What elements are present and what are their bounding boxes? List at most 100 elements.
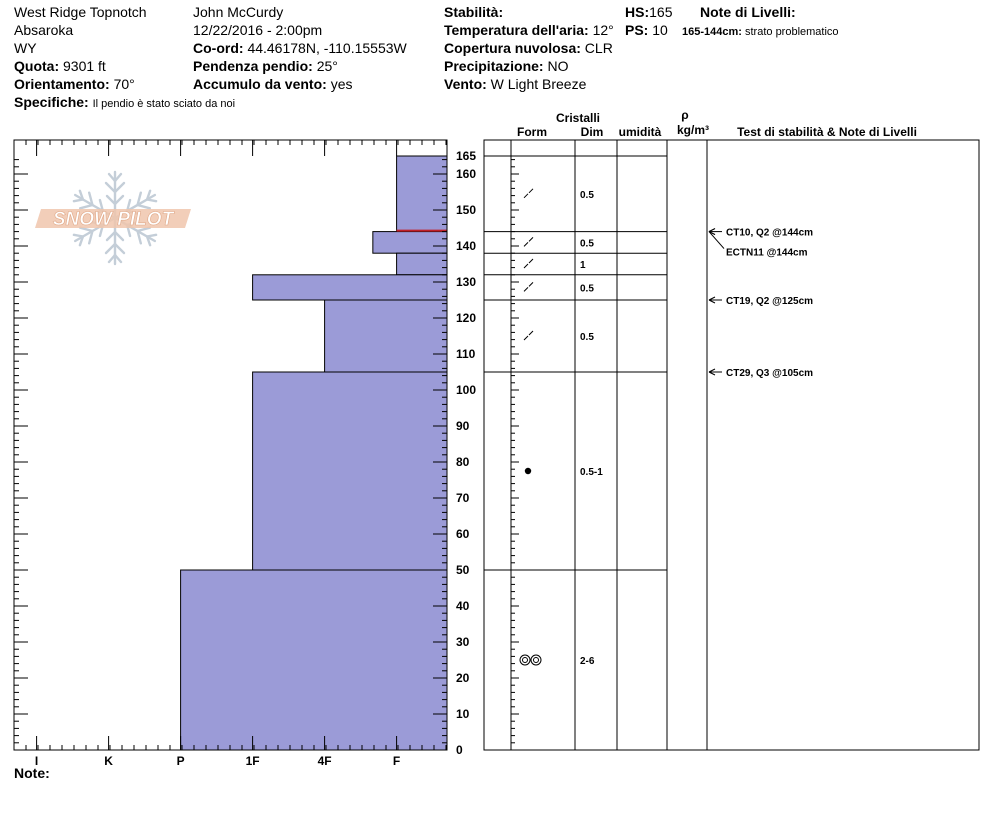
crystal-table-frame	[483, 139, 980, 751]
specifics-row: Specifiche: Il pendio è stato sciato da …	[14, 94, 235, 113]
crystal-dim-label: 0.5-1	[580, 467, 603, 478]
humidity-header: umidità	[619, 125, 662, 139]
layer-note-range: 165-144cm:	[682, 26, 742, 38]
crystals-header: Cristalli	[556, 111, 600, 125]
crystal-dim-label: 0.5	[580, 190, 594, 201]
stability-row: Stabilità:	[444, 4, 503, 21]
crystal-dim-label: 0.5	[580, 332, 594, 343]
cloud-label: Copertura nuvolosa:	[444, 40, 581, 56]
ps-row: PS: 10	[625, 22, 668, 39]
decomposing-crystal-icon	[523, 330, 534, 341]
density-unit: kg/m³	[677, 123, 709, 137]
hardness-tick-label: P	[177, 754, 185, 768]
crystal-dim-label: 0.5	[580, 283, 594, 294]
height-tick-label: 165	[456, 149, 476, 163]
decomposing-crystal-icon	[523, 237, 534, 247]
hardness-bar	[180, 569, 448, 751]
coord-label: Co-ord:	[193, 40, 244, 56]
hardness-bar	[252, 274, 448, 301]
height-tick-label: 0	[456, 743, 463, 757]
test-arrow-head	[708, 296, 716, 304]
specifics-label: Specifiche:	[14, 94, 89, 110]
height-tick-label: 70	[456, 491, 470, 505]
air-temp-label: Temperatura dell'aria:	[444, 22, 589, 38]
range: Absaroka	[14, 22, 74, 38]
hardness-bar	[324, 299, 448, 373]
cloud-row: Copertura nuvolosa: CLR	[444, 40, 613, 57]
stability-test-label: ECTN11 @144cm	[726, 248, 808, 259]
hardness-bar	[252, 371, 448, 571]
layer-boundaries	[484, 155, 667, 571]
stability-test-label: CT29, Q3 @105cm	[726, 368, 813, 379]
elevation-label: Quota:	[14, 58, 60, 74]
height-tick-label: 120	[456, 311, 476, 325]
stability-test-label: CT19, Q2 @125cm	[726, 296, 813, 307]
hardness-tick-label: K	[104, 754, 113, 768]
decomposing-crystal-icon	[523, 282, 534, 292]
precip-label: Precipitazione:	[444, 58, 544, 74]
height-tick-label: 90	[456, 419, 470, 433]
height-tick-label: 40	[456, 599, 470, 613]
wind-load-label: Accumulo da vento:	[193, 76, 327, 92]
logo-text: SNOW PILOT	[53, 209, 175, 230]
cloud-value: CLR	[584, 40, 613, 56]
decomposing-crystal-icon	[523, 258, 534, 269]
snowflake-logo-icon: SNOW PILOT	[35, 170, 191, 266]
stability-test-label: CT10, Q2 @144cm	[726, 228, 813, 239]
height-axis: 0 10 20 30 40 50 60 70 80 90 100 110 120 130 140 150 160…	[14, 149, 476, 757]
wind-value: W Light Breeze	[490, 76, 587, 92]
stability-notes-header: Test di stabilità & Note di Livelli	[737, 125, 917, 139]
hardness-bar	[396, 155, 448, 233]
slope-row: Pendenza pendio: 25°	[193, 58, 338, 75]
location: West Ridge Topnotch	[14, 4, 147, 20]
decomposing-crystal-icon	[523, 188, 534, 199]
height-tick-label: 10	[456, 707, 470, 721]
stability-tests: CT10, Q2 @144cm ECTN11 @144cm CT19, Q2 @12…	[708, 228, 813, 379]
aspect-label: Orientamento:	[14, 76, 110, 92]
state: WY	[14, 40, 37, 56]
test-arrow-head	[708, 368, 716, 376]
height-tick-label: 30	[456, 635, 470, 649]
ps-label: PS:	[625, 22, 649, 38]
specifics-value: Il pendio è stato sciato da noi	[92, 98, 236, 110]
test-arrow-head	[708, 228, 716, 236]
hardness-bar	[372, 231, 448, 254]
melt-form-icon	[533, 657, 539, 663]
hardness-bars	[180, 155, 448, 751]
wind-label: Vento:	[444, 76, 487, 92]
hs-label: HS:	[625, 4, 650, 20]
precip-row: Precipitazione: NO	[444, 58, 568, 75]
table-height-ticks	[511, 159, 519, 751]
ps-value: 10	[652, 22, 668, 38]
stability-label: Stabilità:	[444, 4, 504, 20]
height-tick-label: 50	[456, 563, 470, 577]
wind-load-value: yes	[330, 76, 353, 92]
elevation-value: 9301 ft	[63, 58, 106, 74]
hs-row: HS:165	[625, 4, 672, 21]
hardness-tick-label: I	[35, 754, 38, 768]
crystal-layers: 0.5 0.5 1 0.5 0.5 0.5-1 2-6	[519, 188, 603, 667]
wind-row: Vento: W Light Breeze	[444, 76, 586, 93]
wind-load-row: Accumulo da vento: yes	[193, 76, 352, 93]
height-tick-label: 20	[456, 671, 470, 685]
slope-value: 25°	[316, 58, 338, 74]
hs-value: 165	[649, 4, 673, 20]
melt-form-icon	[519, 654, 531, 666]
height-tick-label: 80	[456, 455, 470, 469]
melt-form-icon	[530, 654, 542, 666]
form-header: Form	[517, 125, 547, 139]
layer-note-text: strato problematico	[745, 26, 839, 38]
hardness-axis: I K P 1F 4F F	[13, 140, 447, 768]
dim-header: Dim	[581, 125, 604, 139]
height-tick-label: 140	[456, 239, 476, 253]
height-tick-label: 130	[456, 275, 476, 289]
height-tick-label: 110	[456, 347, 476, 361]
height-tick-label: 150	[456, 203, 476, 217]
rounded-grain-icon	[524, 467, 532, 475]
coord-row: Co-ord: 44.46178N, -110.15553W	[193, 40, 407, 57]
air-temp-row: Temperatura dell'aria: 12°	[444, 22, 614, 39]
density-symbol: ρ	[681, 108, 688, 122]
layer-notes-label: Note di Livelli:	[700, 4, 796, 20]
hardness-tick-label: F	[393, 754, 400, 768]
